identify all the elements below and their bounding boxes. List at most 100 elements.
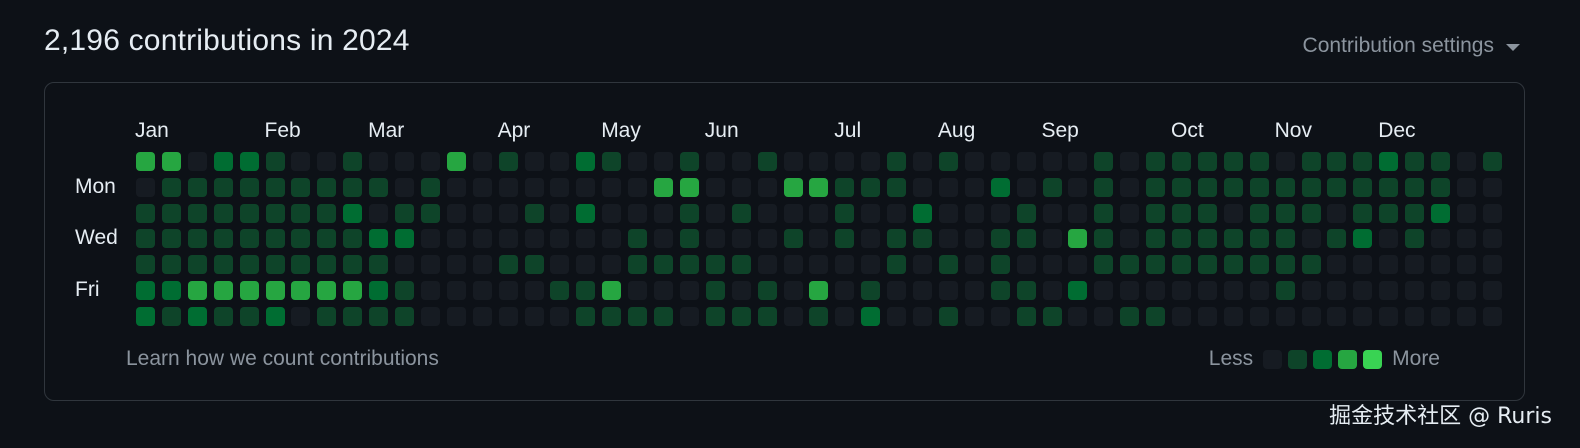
- day-cell[interactable]: [1094, 281, 1114, 300]
- day-cell[interactable]: [187, 177, 207, 197]
- day-cell[interactable]: [498, 203, 518, 223]
- day-cell[interactable]: [757, 229, 777, 249]
- day-cell[interactable]: [1120, 255, 1140, 275]
- day-cell[interactable]: [498, 152, 518, 171]
- day-cell[interactable]: [705, 203, 725, 223]
- day-cell[interactable]: [1172, 152, 1191, 171]
- day-cell[interactable]: [731, 177, 751, 197]
- day-cell[interactable]: [654, 281, 673, 300]
- day-cell[interactable]: [1301, 306, 1321, 326]
- day-cell[interactable]: [1120, 177, 1140, 197]
- day-cell[interactable]: [1120, 203, 1140, 223]
- day-cell[interactable]: [187, 203, 207, 223]
- day-cell[interactable]: [1223, 229, 1243, 249]
- day-cell[interactable]: [835, 152, 855, 171]
- day-cell[interactable]: [990, 229, 1010, 249]
- day-cell[interactable]: [420, 281, 440, 300]
- day-cell[interactable]: [887, 229, 907, 249]
- day-cell[interactable]: [1042, 177, 1062, 197]
- day-cell[interactable]: [990, 306, 1010, 326]
- day-cell[interactable]: [420, 255, 440, 275]
- day-cell[interactable]: [861, 203, 881, 223]
- day-cell[interactable]: [654, 255, 673, 275]
- day-cell[interactable]: [576, 306, 596, 326]
- day-cell[interactable]: [576, 229, 596, 249]
- day-cell[interactable]: [550, 152, 570, 171]
- day-cell[interactable]: [369, 281, 389, 300]
- day-cell[interactable]: [679, 281, 699, 300]
- day-cell[interactable]: [472, 152, 492, 171]
- day-cell[interactable]: [1379, 229, 1399, 249]
- day-cell[interactable]: [472, 203, 492, 223]
- day-cell[interactable]: [1431, 177, 1450, 197]
- day-cell[interactable]: [498, 281, 518, 300]
- day-cell[interactable]: [1379, 306, 1399, 326]
- day-cell[interactable]: [343, 255, 363, 275]
- day-cell[interactable]: [265, 306, 285, 326]
- day-cell[interactable]: [1431, 203, 1450, 223]
- day-cell[interactable]: [446, 229, 466, 249]
- day-cell[interactable]: [1275, 203, 1295, 223]
- day-cell[interactable]: [1353, 306, 1373, 326]
- day-cell[interactable]: [809, 255, 829, 275]
- day-cell[interactable]: [395, 152, 414, 171]
- day-cell[interactable]: [265, 203, 285, 223]
- day-cell[interactable]: [1197, 152, 1217, 171]
- day-cell[interactable]: [187, 281, 207, 300]
- day-cell[interactable]: [964, 229, 984, 249]
- day-cell[interactable]: [705, 281, 725, 300]
- day-cell[interactable]: [1016, 229, 1036, 249]
- day-cell[interactable]: [1275, 152, 1295, 171]
- day-cell[interactable]: [1301, 229, 1321, 249]
- day-cell[interactable]: [239, 177, 259, 197]
- day-cell[interactable]: [1482, 203, 1502, 223]
- day-cell[interactable]: [1456, 281, 1476, 300]
- day-cell[interactable]: [654, 229, 673, 249]
- day-cell[interactable]: [291, 152, 311, 171]
- day-cell[interactable]: [213, 281, 233, 300]
- day-cell[interactable]: [913, 177, 932, 197]
- day-cell[interactable]: [1197, 177, 1217, 197]
- day-cell[interactable]: [291, 255, 311, 275]
- day-cell[interactable]: [783, 255, 803, 275]
- day-cell[interactable]: [1249, 281, 1269, 300]
- day-cell[interactable]: [498, 229, 518, 249]
- day-cell[interactable]: [887, 152, 907, 171]
- day-cell[interactable]: [524, 255, 544, 275]
- day-cell[interactable]: [1405, 281, 1425, 300]
- day-cell[interactable]: [1275, 281, 1295, 300]
- day-cell[interactable]: [136, 177, 155, 197]
- day-cell[interactable]: [602, 281, 622, 300]
- day-cell[interactable]: [550, 306, 570, 326]
- day-cell[interactable]: [369, 229, 389, 249]
- day-cell[interactable]: [1405, 152, 1425, 171]
- day-cell[interactable]: [369, 306, 389, 326]
- day-cell[interactable]: [1431, 229, 1450, 249]
- day-cell[interactable]: [602, 203, 622, 223]
- day-cell[interactable]: [938, 281, 958, 300]
- day-cell[interactable]: [317, 255, 337, 275]
- day-cell[interactable]: [602, 177, 622, 197]
- day-cell[interactable]: [1456, 255, 1476, 275]
- day-cell[interactable]: [913, 281, 932, 300]
- day-cell[interactable]: [1094, 255, 1114, 275]
- day-cell[interactable]: [835, 229, 855, 249]
- day-cell[interactable]: [213, 229, 233, 249]
- day-cell[interactable]: [887, 203, 907, 223]
- day-cell[interactable]: [369, 255, 389, 275]
- day-cell[interactable]: [472, 177, 492, 197]
- day-cell[interactable]: [524, 152, 544, 171]
- day-cell[interactable]: [1094, 152, 1114, 171]
- day-cell[interactable]: [679, 306, 699, 326]
- learn-how-link[interactable]: Learn how we count contributions: [126, 347, 439, 370]
- day-cell[interactable]: [1197, 203, 1217, 223]
- day-cell[interactable]: [317, 281, 337, 300]
- day-cell[interactable]: [861, 306, 881, 326]
- day-cell[interactable]: [213, 255, 233, 275]
- day-cell[interactable]: [472, 281, 492, 300]
- day-cell[interactable]: [835, 255, 855, 275]
- day-cell[interactable]: [1353, 255, 1373, 275]
- day-cell[interactable]: [265, 177, 285, 197]
- day-cell[interactable]: [161, 177, 181, 197]
- day-cell[interactable]: [136, 255, 155, 275]
